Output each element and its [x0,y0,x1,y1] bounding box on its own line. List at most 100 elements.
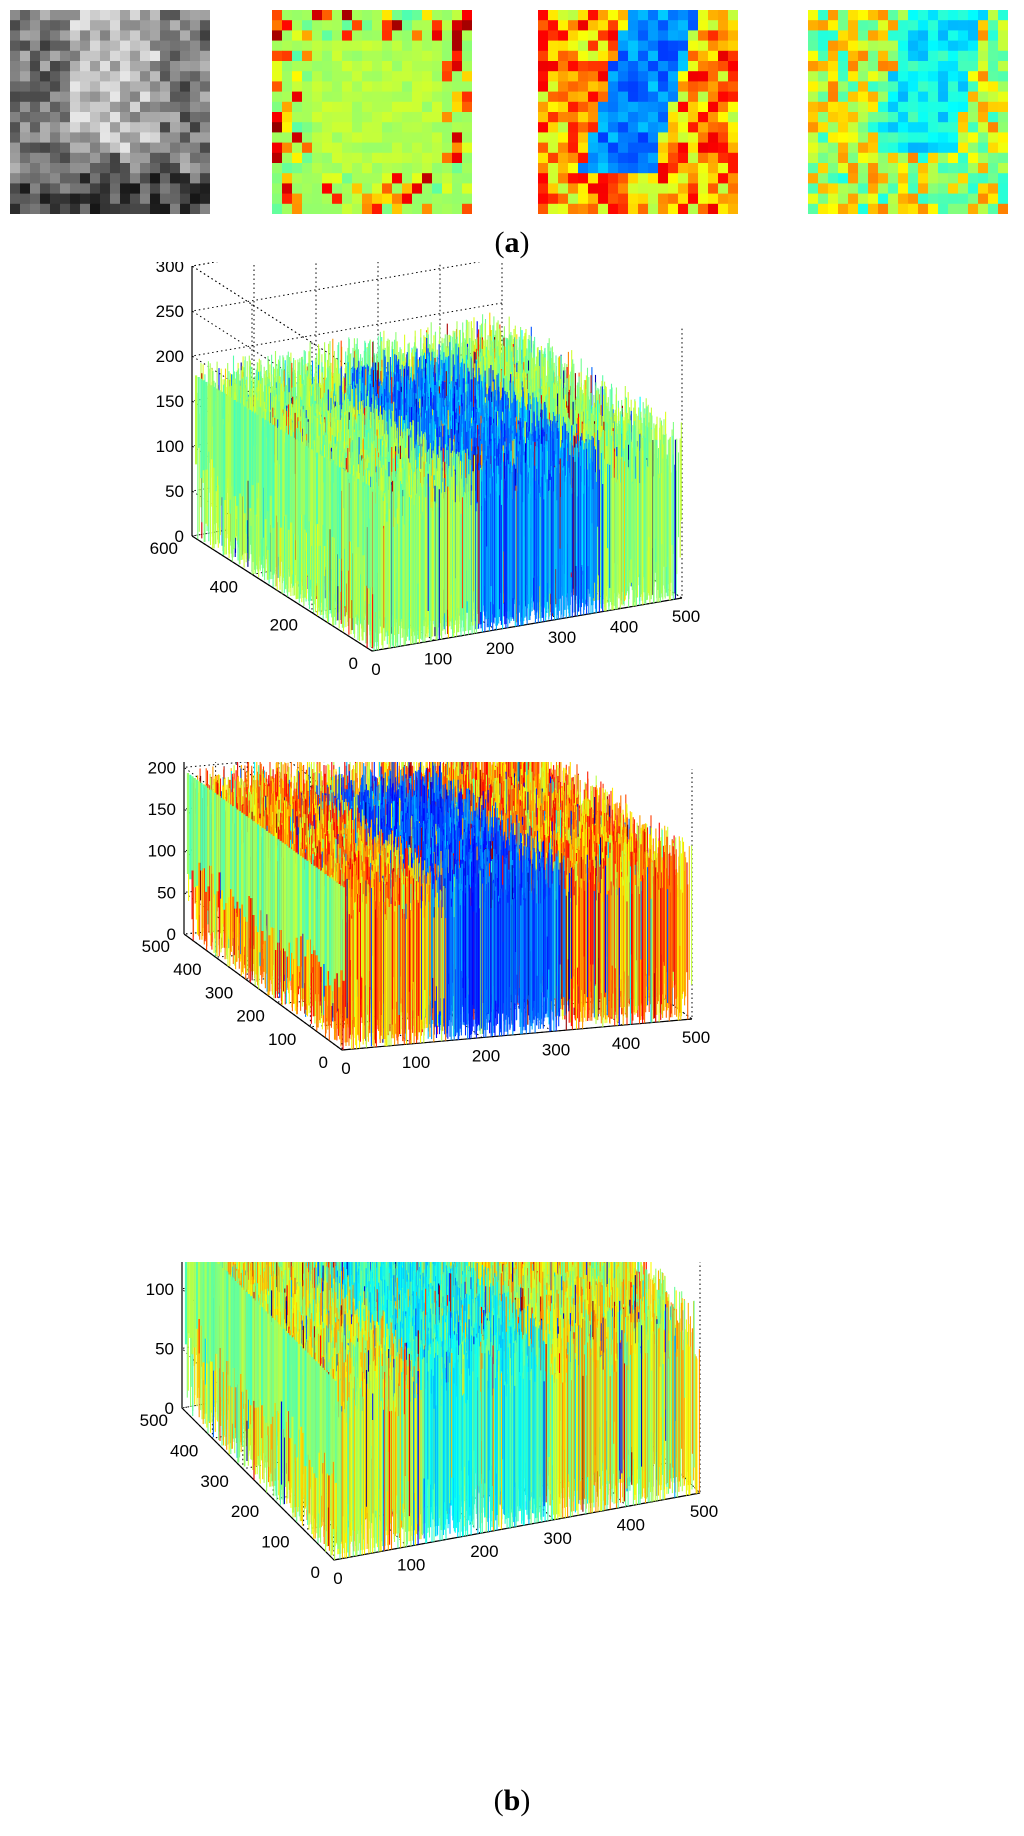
thumbnail-pixel [70,50,81,62]
thumbnail-pixel [588,81,599,93]
thumbnail-pixel [110,112,121,123]
thumbnail-pixel [908,132,919,144]
thumbnail-pixel [588,61,599,72]
thumbnail-pixel [200,71,210,82]
thumbnail-pixel [678,163,689,174]
thumbnail-pixel [322,20,333,31]
thumbnail-pixel [678,61,689,72]
thumbnail-pixel [442,101,453,113]
thumbnail-pixel [120,152,131,164]
thumbnail-pixel [538,30,549,42]
thumbnail-pixel [20,132,31,144]
thumbnail-pixel [452,163,463,174]
thumbnail-pixel [618,101,629,113]
thumbnail-pixel [120,193,131,205]
thumbnail-pixel [998,91,1008,103]
thumbnail-pixel [20,30,31,42]
thumbnail-pixel [968,81,979,93]
thumbnail-pixel [362,40,373,52]
thumbnail-pixel [372,30,383,42]
thumbnail-pixel [120,40,131,52]
thumbnail-pixel [678,132,689,144]
thumbnail-pixel [958,81,969,93]
thumbnail-pixel [412,71,423,82]
thumbnail-pixel [50,30,61,42]
thumbnail-pixel [50,132,61,144]
thumbnail-pixel [160,91,171,103]
thumbnail-pixel [412,163,423,174]
thumbnail-pixel [608,61,619,72]
thumbnail-pixel [678,193,689,205]
thumbnail-pixel [898,91,909,103]
thumbnail-pixel [848,61,859,72]
thumbnail-pixel [130,40,141,52]
thumbnail-pixel [598,81,609,93]
thumbnail-pixel [422,10,433,21]
thumbnail-pixel [190,163,201,174]
thumbnail-pixel [452,193,463,205]
thumbnail-pixel [342,183,353,195]
thumbnail-pixel [100,132,111,144]
thumbnail-pixel [548,20,559,31]
thumbnail-pixel [698,122,709,133]
thumbnail-pixel [170,50,181,62]
thumbnail-pixel [958,101,969,113]
thumbnail-pixel [538,152,549,164]
thumbnail-pixel [462,152,472,164]
thumbnail-pixel [80,203,91,214]
thumbnail-pixel [90,61,101,72]
thumbnail-pixel [392,50,403,62]
thumbnail-pixel [628,71,639,82]
thumbnail-pixel [988,91,999,103]
thumbnail-pixel [80,193,91,205]
thumbnail-pixel [958,152,969,164]
thumbnail-pixel [462,193,472,205]
thumbnail-pixel [80,61,91,72]
thumbnail-pixel [150,10,161,21]
thumbnail-pixel [302,101,313,113]
thumbnail-pixel [292,81,303,93]
thumbnail-pixel [432,112,443,123]
thumbnail-pixel [60,10,71,21]
thumbnail-pixel [282,101,293,113]
thumbnail-pixel [382,203,393,214]
thumbnail-pixel [80,132,91,144]
thumbnail-pixel [938,152,949,164]
thumbnail-pixel [392,20,403,31]
thumbnail-pixel [598,20,609,31]
thumbnail-pixel [588,71,599,82]
thumbnail-pixel [422,50,433,62]
thumbnail-pixel [200,163,210,174]
thumbnail-pixel [200,203,210,214]
thumbnail-pixel [978,91,989,103]
thumbnail-pixel [90,152,101,164]
thumbnail-pixel [568,203,579,214]
thumbnail-pixel [10,142,21,154]
thumbnail-pixel [90,20,101,31]
thumbnail-pixel [80,173,91,184]
thumbnail-pixel [442,20,453,31]
thumbnail-pixel [728,81,738,93]
thumbnail-pixel [968,61,979,72]
thumbnail-pixel [462,142,472,154]
thumbnail-pixel [538,203,549,214]
thumbnail-pixel [628,50,639,62]
thumbnail-pixel [452,91,463,103]
thumbnail-pixel [200,132,210,144]
thumbnail-pixel [282,61,293,72]
thumbnail-pixel [40,183,51,195]
thumbnail-pixel [60,112,71,123]
thumbnail-pixel [50,152,61,164]
thumbnail-pixel [392,193,403,205]
thumbnail-pixel [838,50,849,62]
thumbnail-pixel [828,91,839,103]
thumbnail-pixel [908,30,919,42]
thumbnail-pixel [858,10,869,21]
thumbnail-pixel [978,203,989,214]
thumbnail-pixel [978,152,989,164]
thumbnail-pixel [90,71,101,82]
thumbnail-pixel [558,71,569,82]
thumbnail-pixel [70,61,81,72]
thumbnail-pixel [302,132,313,144]
thumbnail-pixel [412,112,423,123]
